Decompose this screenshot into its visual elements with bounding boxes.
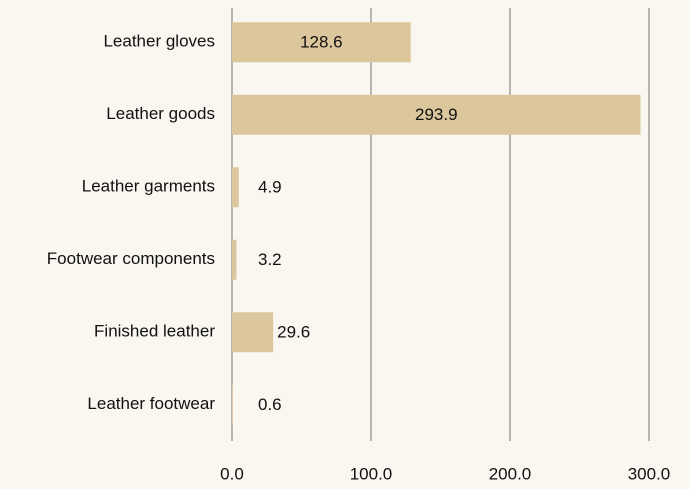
x-tick-label: 200.0 xyxy=(489,464,532,483)
data-label: 4.9 xyxy=(258,178,282,197)
data-label: 128.6 xyxy=(300,33,343,52)
y-tick-label: Leather goods xyxy=(106,104,215,123)
bar xyxy=(232,167,239,208)
bar xyxy=(232,22,411,63)
bar xyxy=(232,384,233,425)
y-tick-label: Leather footwear xyxy=(87,394,215,413)
data-label: 3.2 xyxy=(258,250,282,269)
y-tick-label: Footwear components xyxy=(47,249,215,268)
bar xyxy=(232,312,274,353)
x-tick-label: 100.0 xyxy=(350,464,393,483)
x-tick-label: 300.0 xyxy=(628,464,671,483)
data-label: 293.9 xyxy=(415,105,458,124)
x-tick-label: 0.0 xyxy=(220,464,244,483)
y-tick-label: Leather gloves xyxy=(103,32,215,51)
bar xyxy=(232,94,641,135)
bar xyxy=(232,239,237,280)
y-tick-label: Finished leather xyxy=(94,322,215,341)
y-tick-label: Leather garments xyxy=(82,177,215,196)
data-label: 0.6 xyxy=(258,395,282,414)
data-label: 29.6 xyxy=(277,323,310,342)
